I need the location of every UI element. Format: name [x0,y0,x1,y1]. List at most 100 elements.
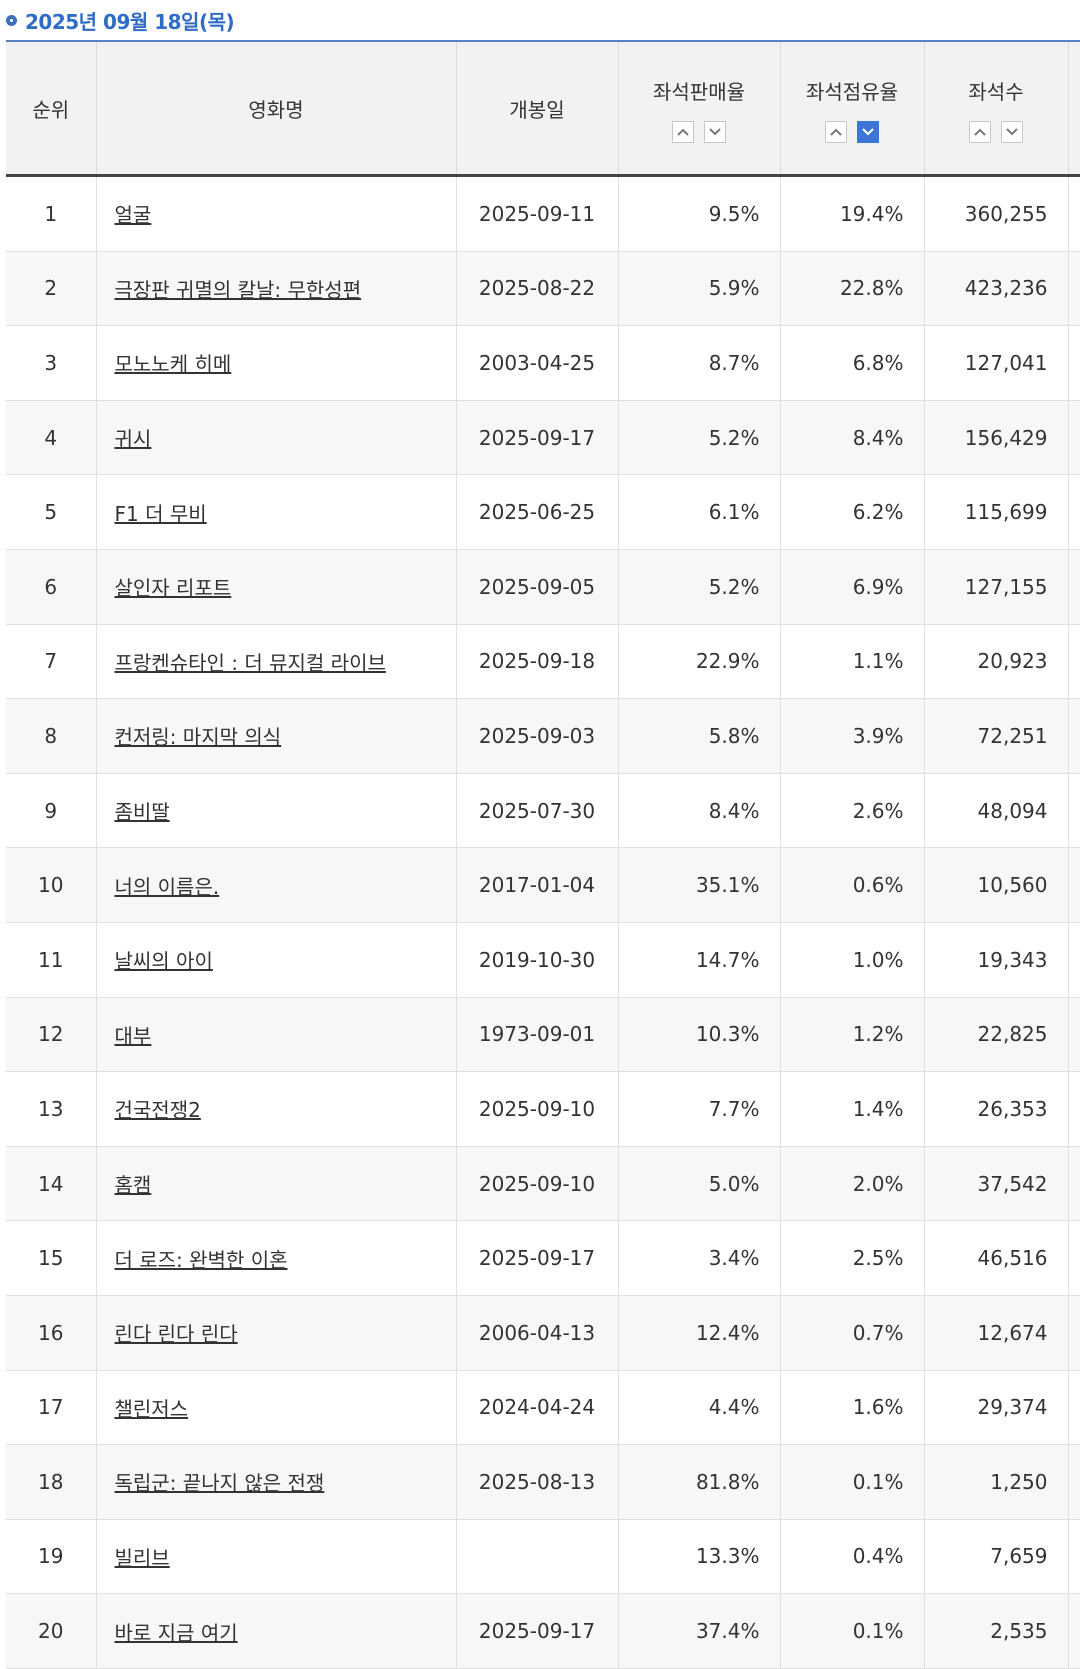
movie-title-link[interactable]: 홈캠 [114,1173,152,1198]
overflow-cell [1068,1370,1080,1446]
movie-title-link[interactable]: 독립군: 끝나지 않은 전쟁 [114,1471,325,1496]
sales-rate-cell: 14.7% [618,922,781,998]
sort-asc-button[interactable] [969,120,991,143]
sort-desc-button-active[interactable] [857,120,879,143]
title-cell: 극장판 귀멸의 칼날: 무한성편 [96,251,457,327]
overflow-cell [1068,251,1080,327]
movie-title-link[interactable]: 날씨의 아이 [114,949,213,974]
movie-title-link[interactable]: F1 더 무비 [114,501,207,526]
date-header: 2025년 09월 18일(목) [6,4,235,36]
title-cell: 너의 이름은. [96,847,457,923]
movie-title-link[interactable]: 귀시 [114,427,152,452]
release-date-cell: 2025-09-10 [456,1146,619,1222]
table-row: 9 좀비딸 2025-07-30 8.4% 2.6% 48,094 [6,773,1080,849]
movie-title-link[interactable]: 대부 [114,1023,152,1048]
col-header-sales-rate: 좌석판매율 [618,42,781,177]
col-header-rank: 순위 [6,42,97,177]
movie-title-link[interactable]: 린다 린다 린다 [114,1322,238,1347]
seats-cell: 29,374 [924,1370,1069,1446]
movie-title-link[interactable]: 너의 이름은. [114,874,220,899]
sort-asc-button[interactable] [672,120,694,143]
movie-title-link[interactable]: 프랑켄슈타인 : 더 뮤지컬 라이브 [114,650,386,675]
sales-rate-cell: 5.9% [618,251,781,327]
table-row: 6 살인자 리포트 2025-09-05 5.2% 6.9% 127,155 [6,549,1080,625]
table-row: 5 F1 더 무비 2025-06-25 6.1% 6.2% 115,699 [6,474,1080,550]
movie-title-link[interactable]: 얼굴 [114,203,152,228]
release-date-cell: 2025-09-17 [456,1220,619,1296]
table-row: 4 귀시 2025-09-17 5.2% 8.4% 156,429 [6,400,1080,476]
box-office-table: 순위 영화명 개봉일 좌석판매율 좌석점유율 [6,42,1080,1669]
col-header-release-date: 개봉일 [456,42,619,177]
rank-cell: 18 [6,1444,97,1520]
seats-cell: 12,674 [924,1295,1069,1371]
occupancy-rate-cell: 6.8% [780,325,925,401]
occupancy-rate-cell: 1.1% [780,624,925,700]
movie-title-link[interactable]: 살인자 리포트 [114,576,232,601]
rank-cell: 20 [6,1593,97,1669]
table-row: 2 극장판 귀멸의 칼날: 무한성편 2025-08-22 5.9% 22.8% 423,… [6,251,1080,327]
release-date-cell: 2024-04-24 [456,1370,619,1446]
sort-desc-button[interactable] [1001,120,1023,143]
title-cell: 살인자 리포트 [96,549,457,625]
circle-bullet-icon [6,14,17,26]
movie-title-link[interactable]: 빌리브 [114,1545,170,1570]
sales-rate-cell: 5.2% [618,400,781,476]
seats-cell: 127,155 [924,549,1069,625]
release-date-cell: 2017-01-04 [456,847,619,923]
table-row: 8 컨저링: 마지막 의식 2025-09-03 5.8% 3.9% 72,251 [6,698,1080,774]
title-cell: 모노노케 히메 [96,325,457,401]
release-date-cell: 2025-09-17 [456,400,619,476]
seats-cell: 46,516 [924,1220,1069,1296]
movie-title-link[interactable]: 모노노케 히메 [114,352,232,377]
rank-cell: 2 [6,251,97,327]
movie-title-link[interactable]: 건국전쟁2 [114,1098,201,1123]
title-cell: 컨저링: 마지막 의식 [96,698,457,774]
overflow-cell [1068,922,1080,998]
seats-cell: 127,041 [924,325,1069,401]
seats-cell: 20,923 [924,624,1069,700]
table-row: 17 챌린저스 2024-04-24 4.4% 1.6% 29,374 [6,1370,1080,1446]
table-row: 20 바로 지금 여기 2025-09-17 37.4% 0.1% 2,535 [6,1593,1080,1669]
occupancy-rate-cell: 1.2% [780,997,925,1073]
occupancy-rate-cell: 0.1% [780,1593,925,1669]
sales-rate-cell: 3.4% [618,1220,781,1296]
title-cell: 날씨의 아이 [96,922,457,998]
title-cell: 바로 지금 여기 [96,1593,457,1669]
table-row: 11 날씨의 아이 2019-10-30 14.7% 1.0% 19,343 [6,922,1080,998]
seats-cell: 19,343 [924,922,1069,998]
movie-title-link[interactable]: 극장판 귀멸의 칼날: 무한성편 [114,277,362,302]
table-row: 16 린다 린다 린다 2006-04-13 12.4% 0.7% 12,674 [6,1295,1080,1371]
rank-cell: 1 [6,175,97,252]
movie-title-link[interactable]: 바로 지금 여기 [114,1620,238,1645]
release-date-cell: 2025-09-10 [456,1071,619,1147]
overflow-cell [1068,549,1080,625]
date-title: 2025년 09월 18일(목) [25,9,235,34]
seats-cell: 37,542 [924,1146,1069,1222]
seats-cell: 10,560 [924,847,1069,923]
table-header-row: 순위 영화명 개봉일 좌석판매율 좌석점유율 [6,42,1080,177]
sort-asc-button[interactable] [825,120,847,143]
chevron-up-icon [830,128,842,136]
table-row: 3 모노노케 히메 2003-04-25 8.7% 6.8% 127,041 [6,325,1080,401]
release-date-cell: 2025-07-30 [456,773,619,849]
table-row: 1 얼굴 2025-09-11 9.5% 19.4% 360,255 [6,175,1080,252]
table-row: 7 프랑켄슈타인 : 더 뮤지컬 라이브 2025-09-18 22.9% 1.1% 20… [6,624,1080,700]
rank-cell: 15 [6,1220,97,1296]
movie-title-link[interactable]: 좀비딸 [114,800,170,825]
overflow-cell [1068,847,1080,923]
movie-title-link[interactable]: 컨저링: 마지막 의식 [114,725,282,750]
release-date-cell [456,1519,619,1595]
movie-title-link[interactable]: 더 로즈: 완벽한 이혼 [114,1247,288,1272]
overflow-cell [1068,1519,1080,1595]
movie-title-link[interactable]: 챌린저스 [114,1396,189,1421]
release-date-cell: 2025-09-05 [456,549,619,625]
table-row: 15 더 로즈: 완벽한 이혼 2025-09-17 3.4% 2.5% 46,516 [6,1220,1080,1296]
sales-rate-cell: 35.1% [618,847,781,923]
title-cell: 홈캠 [96,1146,457,1222]
table-row: 19 빌리브 13.3% 0.4% 7,659 [6,1519,1080,1595]
seats-cell: 48,094 [924,773,1069,849]
sort-desc-button[interactable] [704,120,726,143]
occupancy-rate-cell: 19.4% [780,175,925,252]
release-date-cell: 2003-04-25 [456,325,619,401]
rank-cell: 10 [6,847,97,923]
